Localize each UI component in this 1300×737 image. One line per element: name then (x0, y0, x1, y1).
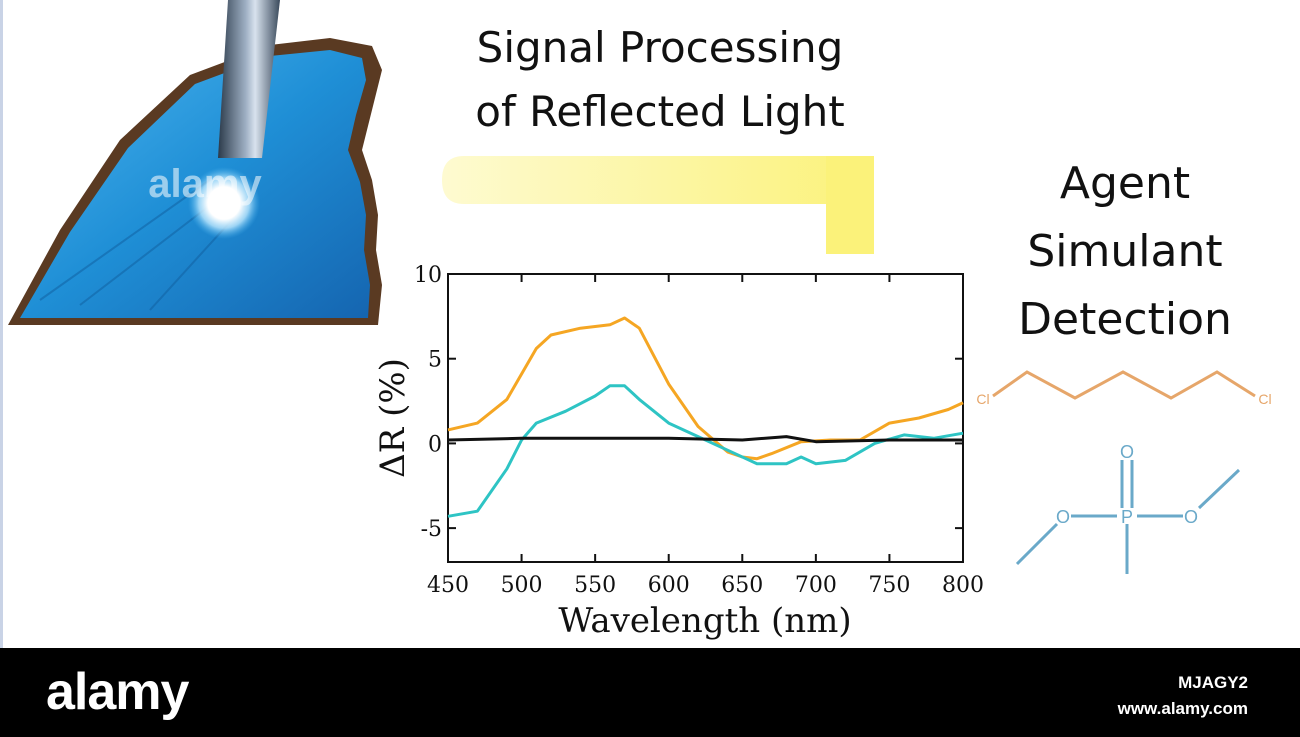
y-tick-label: 5 (428, 348, 442, 373)
image-id-block: MJAGY2 www.alamy.com (1118, 670, 1248, 722)
oxygen-left-label: O (1056, 507, 1070, 527)
graphical-abstract: alamy Signal Processing of Reflected Lig… (0, 0, 1272, 648)
x-tick-label: 450 (427, 573, 469, 598)
x-tick-label: 700 (795, 573, 837, 598)
dimethyl-methylphosphonate-molecule: O P O O (1015, 442, 1241, 574)
arrow-horizontal-segment (442, 156, 874, 204)
agent-label-line-2: Simulant (1027, 226, 1223, 277)
x-tick-label: 500 (501, 573, 543, 598)
simulant-molecules: Cl Cl O P O O (976, 370, 1272, 574)
dichloropentane-bonds (992, 370, 1256, 400)
dichloropentane-molecule: Cl Cl (976, 370, 1272, 407)
butterfly-wing-image: alamy (8, 0, 382, 325)
agent-label-line-1: Agent (1059, 158, 1191, 209)
x-tick-label: 650 (721, 573, 763, 598)
wing-watermark: alamy (148, 162, 262, 206)
image-id: MJAGY2 (1178, 673, 1248, 692)
chart-ticks: 450 500 550 600 650 700 750 800 10 5 0 -5 (414, 263, 984, 598)
title-line-2: of Reflected Light (475, 87, 845, 136)
series-line-cyan (447, 384, 964, 518)
light-spot (188, 167, 260, 239)
x-tick-label: 550 (574, 573, 616, 598)
x-tick-label: 800 (942, 573, 984, 598)
chart-plot-frame (447, 273, 964, 563)
y-tick-label: 10 (414, 263, 442, 288)
o-methyl-right-bond (1197, 468, 1241, 510)
site-url: www.alamy.com (1117, 699, 1248, 718)
diagram-title: Signal Processing of Reflected Light (440, 16, 880, 144)
x-tick-label: 600 (648, 573, 690, 598)
title-line-1: Signal Processing (476, 23, 844, 72)
o-methyl-left-bond (1015, 522, 1059, 566)
chlorine-left-label: Cl (976, 391, 989, 407)
chlorine-right-label: Cl (1258, 391, 1271, 407)
alamy-logo: alamy (46, 663, 189, 721)
reflectance-chart: 450 500 550 600 650 700 750 800 10 5 0 -5 Wavelengt… (373, 263, 984, 641)
y-tick-label: -5 (421, 517, 442, 542)
arrow-vertical-segment (826, 156, 874, 254)
chart-y-axis-label: ΔR (%) (373, 358, 413, 478)
x-tick-label: 750 (868, 573, 910, 598)
phosphorus-label: P (1121, 507, 1133, 527)
series-line-black (447, 435, 963, 444)
left-border (0, 0, 3, 648)
flow-arrow (442, 156, 874, 254)
watermark-banner: alamy MJAGY2 www.alamy.com (0, 648, 1300, 737)
agent-simulant-label: Agent Simulant Detection (990, 150, 1260, 354)
chart-series-group (447, 316, 964, 518)
oxygen-right-label: O (1184, 507, 1198, 527)
oxygen-top-label: O (1120, 442, 1134, 462)
fiber-probe (218, 0, 280, 158)
y-tick-label: 0 (428, 432, 442, 457)
agent-label-line-3: Detection (1018, 294, 1232, 345)
chart-x-axis-label: Wavelength (nm) (558, 601, 851, 641)
